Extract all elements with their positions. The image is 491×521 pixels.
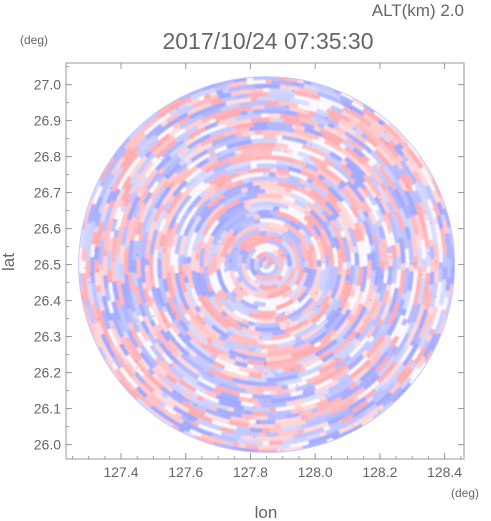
x-axis: 127.4 127.6 127.8 128.0 128.2 128.4 [71, 63, 462, 480]
x-unit-label: (deg) [451, 486, 479, 500]
y-axis-label: lat [0, 253, 18, 271]
y-tick-label: 26.9 [34, 113, 61, 129]
y-tick-label: 26.1 [34, 401, 61, 417]
y-tick-label: 26.3 [34, 329, 61, 345]
x-tick-label: 128.2 [362, 464, 397, 480]
x-axis-label: lon [255, 503, 278, 521]
y-tick-label: 26.4 [34, 293, 61, 309]
y-unit-label: (deg) [20, 33, 48, 47]
x-tick-label: 127.8 [233, 464, 268, 480]
x-tick-label: 128.4 [427, 464, 462, 480]
plot-frame [65, 62, 465, 460]
altitude-label: ALT(km) 2.0 [372, 1, 464, 20]
chart-title: 2017/10/24 07:35:30 [162, 28, 373, 54]
y-tick-label: 26.0 [34, 437, 61, 453]
y-tick-label: 26.8 [34, 149, 61, 165]
x-tick-label: 127.4 [103, 464, 138, 480]
y-tick-label: 26.7 [34, 185, 61, 201]
x-tick-label: 128.0 [298, 464, 333, 480]
x-tick-label: 127.6 [168, 464, 203, 480]
radar-range-ring [78, 76, 456, 454]
y-tick-label: 26.6 [34, 221, 61, 237]
y-tick-label: 27.0 [34, 77, 61, 93]
y-tick-label: 26.5 [34, 257, 61, 273]
y-tick-label: 26.2 [34, 365, 61, 381]
y-axis: 26.0 26.1 26.2 26.3 26.4 26.5 26.6 26.7 26.8 26.9… [34, 66, 464, 453]
reflectivity-field [78, 76, 456, 454]
